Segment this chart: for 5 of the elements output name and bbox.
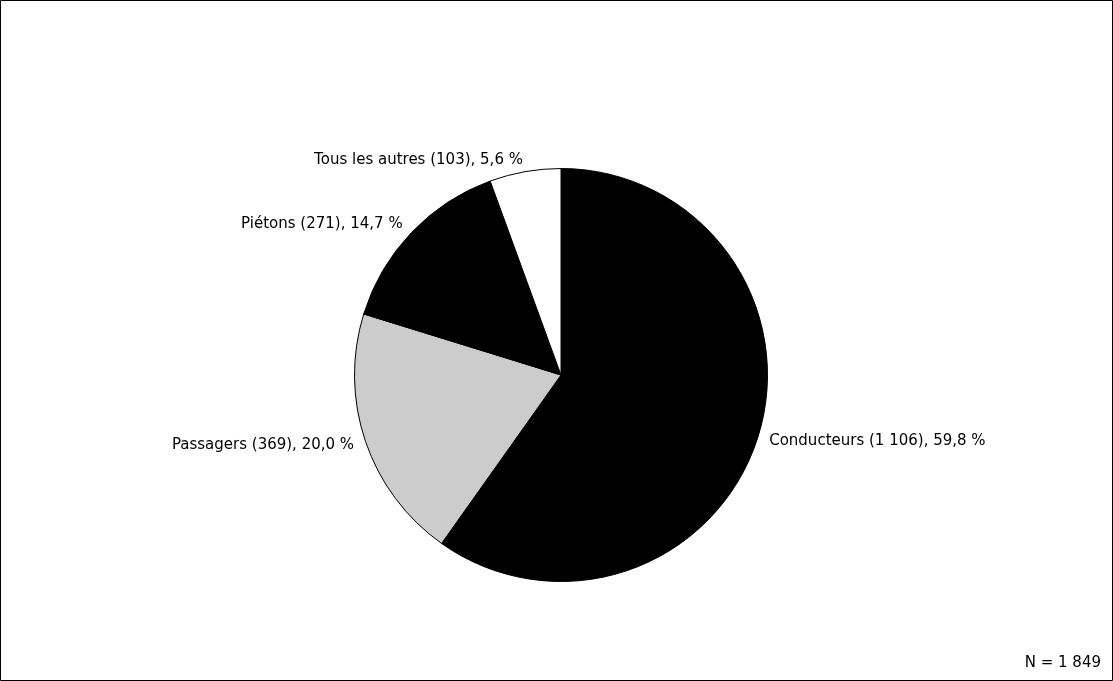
- slice-label: Piétons (271), 14,7 %: [241, 214, 403, 233]
- slice-label: Conducteurs (1 106), 59,8 %: [769, 431, 986, 450]
- slice-label: Passagers (369), 20,0 %: [171, 435, 355, 454]
- slice-label: Tous les autres (103), 5,6 %: [313, 149, 523, 168]
- text: N = 1 849: [1024, 653, 1101, 672]
